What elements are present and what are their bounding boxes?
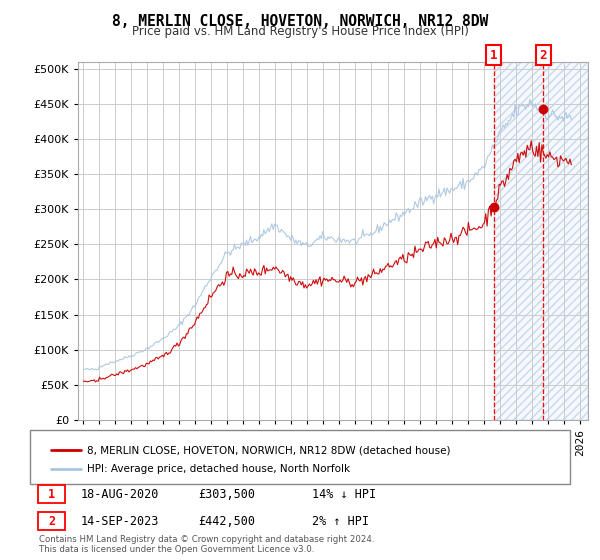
Text: 1: 1 — [490, 49, 497, 62]
Text: 18-AUG-2020: 18-AUG-2020 — [81, 488, 160, 501]
Text: 8, MERLIN CLOSE, HOVETON, NORWICH, NR12 8DW: 8, MERLIN CLOSE, HOVETON, NORWICH, NR12 … — [112, 14, 488, 29]
Text: 14% ↓ HPI: 14% ↓ HPI — [312, 488, 376, 501]
Text: 14-SEP-2023: 14-SEP-2023 — [81, 515, 160, 528]
Text: 2: 2 — [48, 515, 55, 528]
Text: 8, MERLIN CLOSE, HOVETON, NORWICH, NR12 8DW (detached house): 8, MERLIN CLOSE, HOVETON, NORWICH, NR12 … — [87, 445, 451, 455]
Text: 2: 2 — [539, 49, 547, 62]
Text: £442,500: £442,500 — [198, 515, 255, 528]
Text: Contains HM Land Registry data © Crown copyright and database right 2024.
This d: Contains HM Land Registry data © Crown c… — [39, 535, 374, 554]
Text: 1: 1 — [48, 488, 55, 501]
Text: HPI: Average price, detached house, North Norfolk: HPI: Average price, detached house, Nort… — [87, 464, 350, 474]
Bar — [494, 62, 588, 420]
Text: 2% ↑ HPI: 2% ↑ HPI — [312, 515, 369, 528]
Text: Price paid vs. HM Land Registry's House Price Index (HPI): Price paid vs. HM Land Registry's House … — [131, 25, 469, 38]
Bar — [494, 62, 588, 420]
Text: £303,500: £303,500 — [198, 488, 255, 501]
